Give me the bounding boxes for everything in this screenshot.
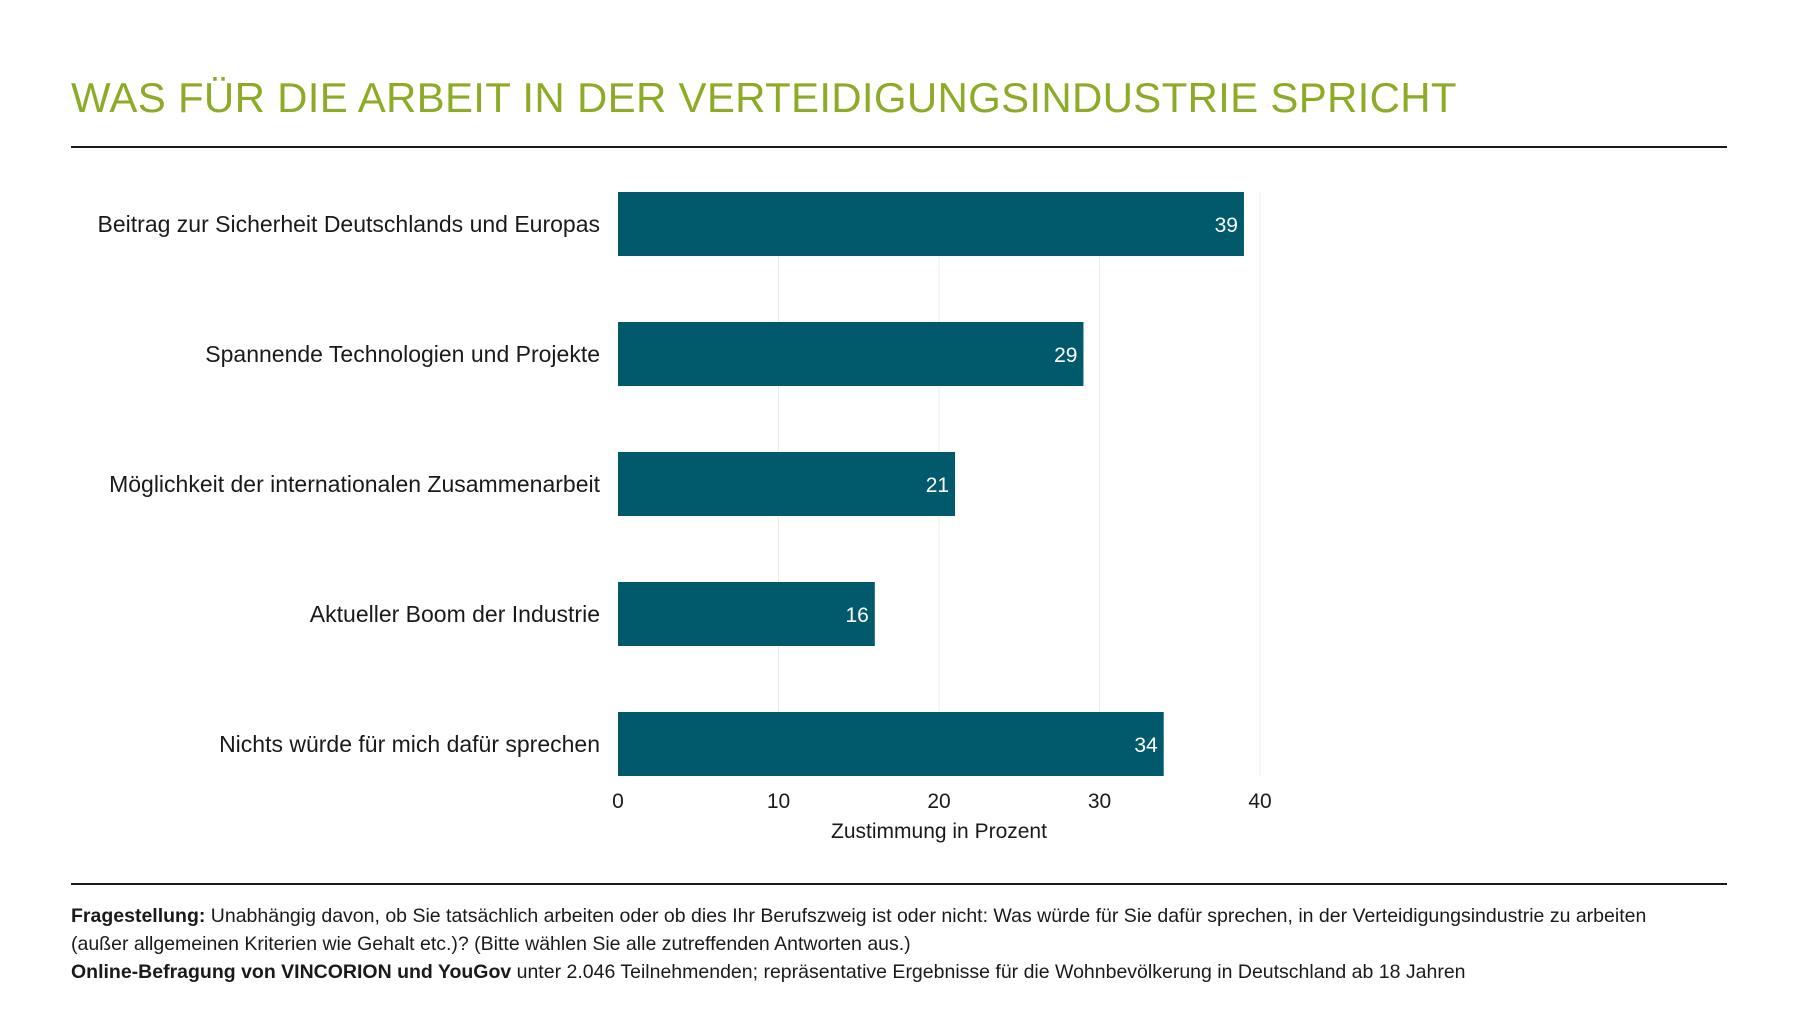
x-tick-label: 40 bbox=[1248, 790, 1271, 813]
bar bbox=[618, 192, 1244, 256]
source-label: Online-Befragung von VINCORION und YouGo… bbox=[71, 961, 512, 983]
bar bbox=[618, 322, 1084, 386]
footnote-divider bbox=[71, 883, 1727, 885]
category-label: Nichts würde für mich dafür sprechen bbox=[219, 731, 600, 757]
question-text: Unabhängig davon, ob Sie tatsächlich arb… bbox=[71, 905, 1647, 955]
question-paragraph: Fragestellung: Unabhängig davon, ob Sie … bbox=[71, 902, 1671, 958]
value-label: 39 bbox=[1215, 214, 1238, 237]
x-tick-label: 20 bbox=[927, 790, 950, 813]
value-labels: 39 29 21 16 34 bbox=[845, 214, 1238, 757]
page-title: WAS FÜR DIE ARBEIT IN DER VERTEIDIGUNGSI… bbox=[71, 74, 1457, 121]
title-divider bbox=[71, 146, 1727, 148]
x-tick-labels: 0 10 20 30 40 bbox=[612, 790, 1272, 813]
category-label: Aktueller Boom der Industrie bbox=[310, 601, 600, 627]
x-tick-label: 30 bbox=[1088, 790, 1111, 813]
category-label: Möglichkeit der internationalen Zusammen… bbox=[109, 471, 601, 497]
value-label: 16 bbox=[845, 604, 868, 627]
source-paragraph: Online-Befragung von VINCORION und YouGo… bbox=[71, 958, 1671, 986]
x-tick-label: 0 bbox=[612, 790, 624, 813]
value-label: 21 bbox=[926, 474, 949, 497]
value-label: 29 bbox=[1054, 344, 1077, 367]
value-label: 34 bbox=[1134, 734, 1158, 757]
footnote: Fragestellung: Unabhängig davon, ob Sie … bbox=[71, 902, 1671, 986]
bar-chart: Beitrag zur Sicherheit Deutschlands und … bbox=[98, 192, 1272, 843]
x-axis-label: Zustimmung in Prozent bbox=[831, 820, 1047, 843]
bar bbox=[618, 452, 956, 516]
category-labels: Beitrag zur Sicherheit Deutschlands und … bbox=[98, 211, 601, 757]
bar bbox=[618, 712, 1164, 776]
bars bbox=[618, 192, 1244, 776]
category-label: Beitrag zur Sicherheit Deutschlands und … bbox=[98, 211, 600, 237]
x-tick-label: 10 bbox=[767, 790, 790, 813]
question-label: Fragestellung: bbox=[71, 905, 206, 927]
category-label: Spannende Technologien und Projekte bbox=[205, 341, 600, 367]
bar bbox=[618, 582, 875, 646]
source-text: unter 2.046 Teilnehmenden; repräsentativ… bbox=[511, 961, 1466, 983]
